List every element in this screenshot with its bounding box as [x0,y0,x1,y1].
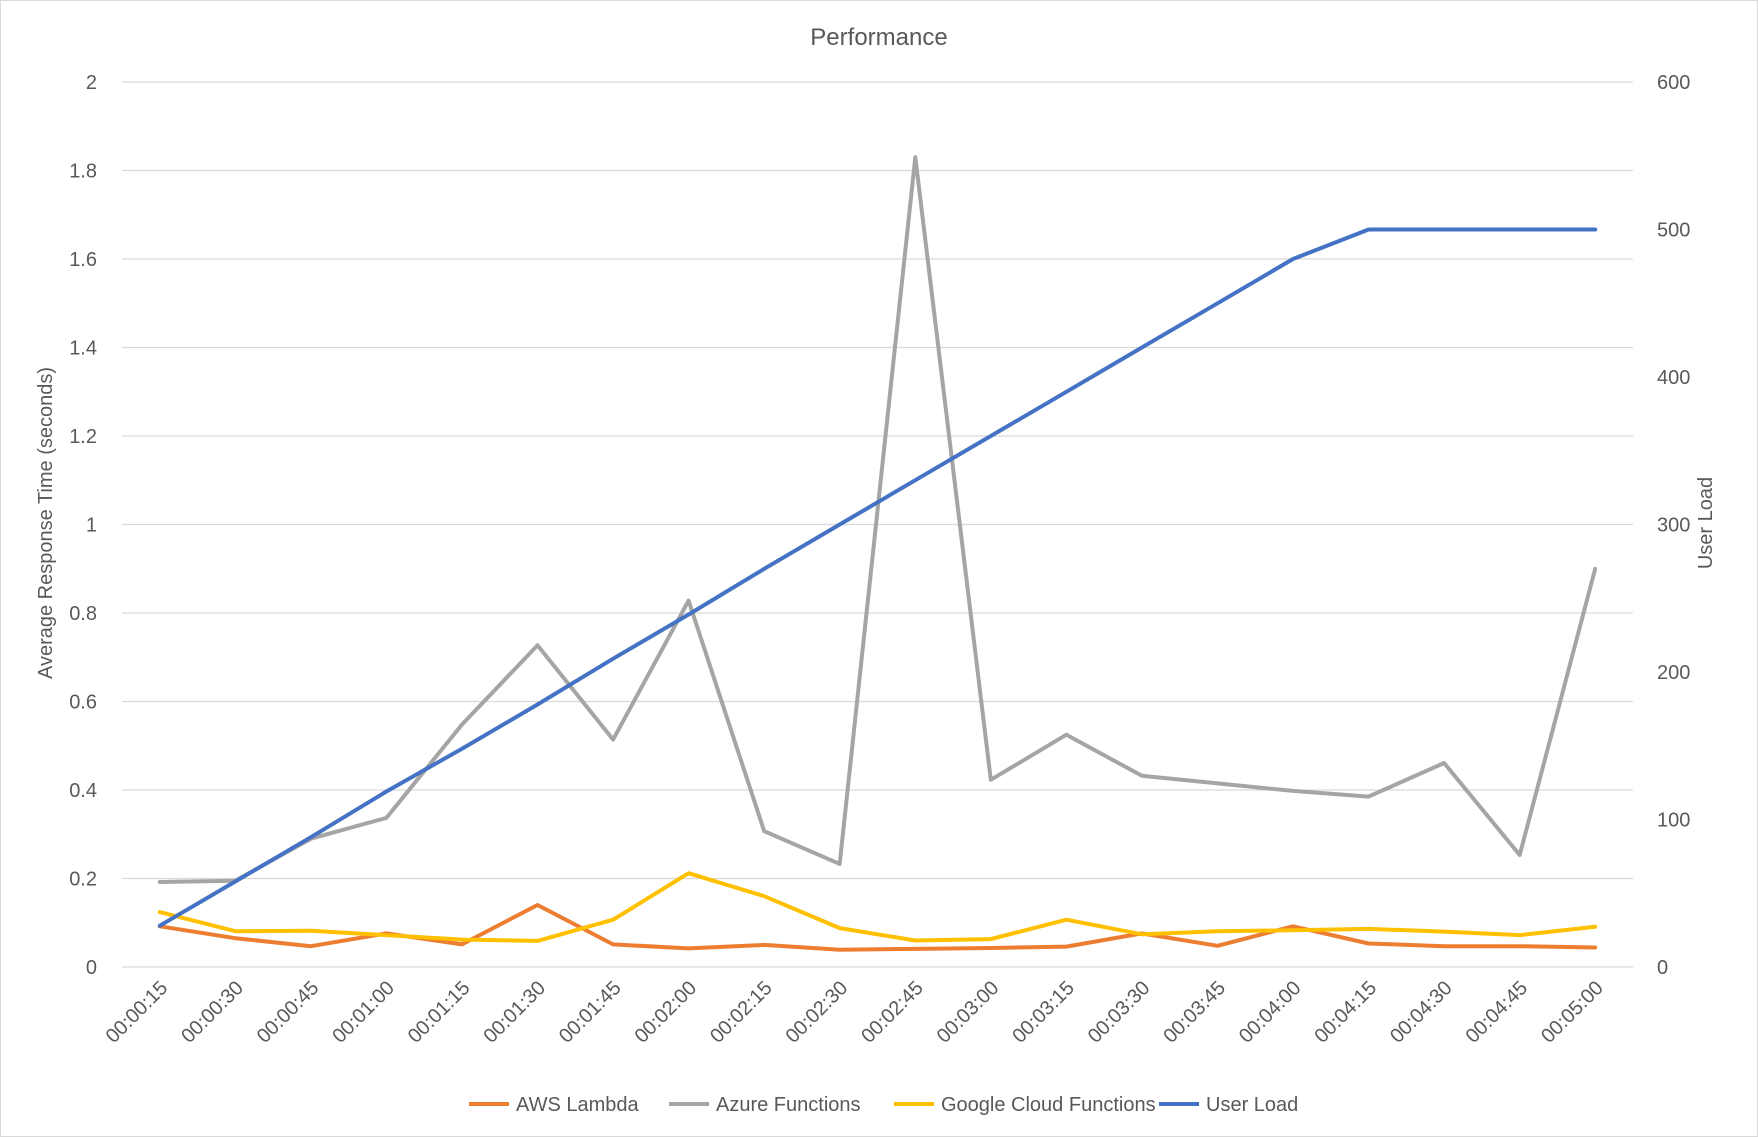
y-tick-label: 1.8 [69,161,97,183]
legend-label-google-cloud-functions: Google Cloud Functions [941,1094,1156,1116]
gridlines [122,81,1633,968]
y-tick-label: 0.8 [69,603,97,625]
y-tick-label: 1.6 [69,249,97,271]
legend-label-azure-functions: Azure Functions [716,1094,861,1116]
x-tick-label: 00:02:15 [706,977,777,1048]
x-tick-label: 00:03:15 [1008,977,1079,1048]
x-tick-label: 00:04:30 [1386,977,1457,1048]
x-tick-label: 00:00:30 [177,977,248,1048]
y2-tick-label: 100 [1657,810,1690,832]
y-axis-ticks: 0 0.2 0.4 0.6 0.8 1 1.2 1.4 1.6 1.8 2 [69,72,97,979]
x-tick-label: 00:00:15 [102,977,173,1048]
legend-label-user-load: User Load [1206,1094,1298,1116]
y2-tick-label: 600 [1657,72,1690,94]
x-tick-label: 00:01:15 [404,977,475,1048]
x-axis-ticks: 00:00:15 00:00:30 00:00:45 00:01:00 00:01:15… [102,977,1608,1048]
y2-tick-label: 500 [1657,220,1690,242]
x-tick-label: 00:04:45 [1462,977,1533,1048]
x-tick-label: 00:01:30 [479,977,550,1048]
chart-title: Performance [810,24,947,51]
y-tick-label: 0 [86,957,97,979]
x-tick-label: 00:02:45 [857,977,928,1048]
y-tick-label: 2 [86,72,97,94]
x-tick-label: 00:03:45 [1159,977,1230,1048]
x-tick-label: 00:02:30 [782,977,853,1048]
x-tick-label: 00:00:45 [253,977,324,1048]
x-tick-label: 00:05:00 [1537,977,1608,1048]
x-tick-label: 00:04:15 [1310,977,1381,1048]
y2-tick-label: 200 [1657,662,1690,684]
series-line-azure-functions [157,155,1598,884]
x-tick-label: 00:04:00 [1235,977,1306,1048]
x-tick-label: 00:01:45 [555,977,626,1048]
y2-tick-label: 0 [1657,957,1668,979]
series-line-user-load [157,227,1598,928]
series-lines [157,155,1598,952]
y-tick-label: 1 [86,515,97,537]
y2-axis-ticks: 0 100 200 300 400 500 600 [1657,72,1690,979]
legend-label-aws-lambda: AWS Lambda [516,1094,640,1116]
y-tick-label: 0.2 [69,869,97,891]
y-tick-label: 1.4 [69,338,97,360]
x-tick-label: 00:03:30 [1084,977,1155,1048]
legend: AWS Lambda Azure Functions Google Cloud Fu… [469,1094,1298,1116]
x-tick-label: 00:02:00 [631,977,702,1048]
x-tick-label: 00:03:00 [933,977,1004,1048]
y-tick-label: 0.6 [69,692,97,714]
y-tick-label: 1.2 [69,426,97,448]
y-tick-label: 0.4 [69,780,97,802]
series-line-google-cloud-functions [157,871,1598,943]
y2-axis-label: User Load [1695,477,1717,569]
y-axis-label: Average Response Time (seconds) [35,367,57,679]
x-tick-label: 00:01:00 [328,977,399,1048]
y2-tick-label: 400 [1657,367,1690,389]
y2-tick-label: 300 [1657,515,1690,537]
